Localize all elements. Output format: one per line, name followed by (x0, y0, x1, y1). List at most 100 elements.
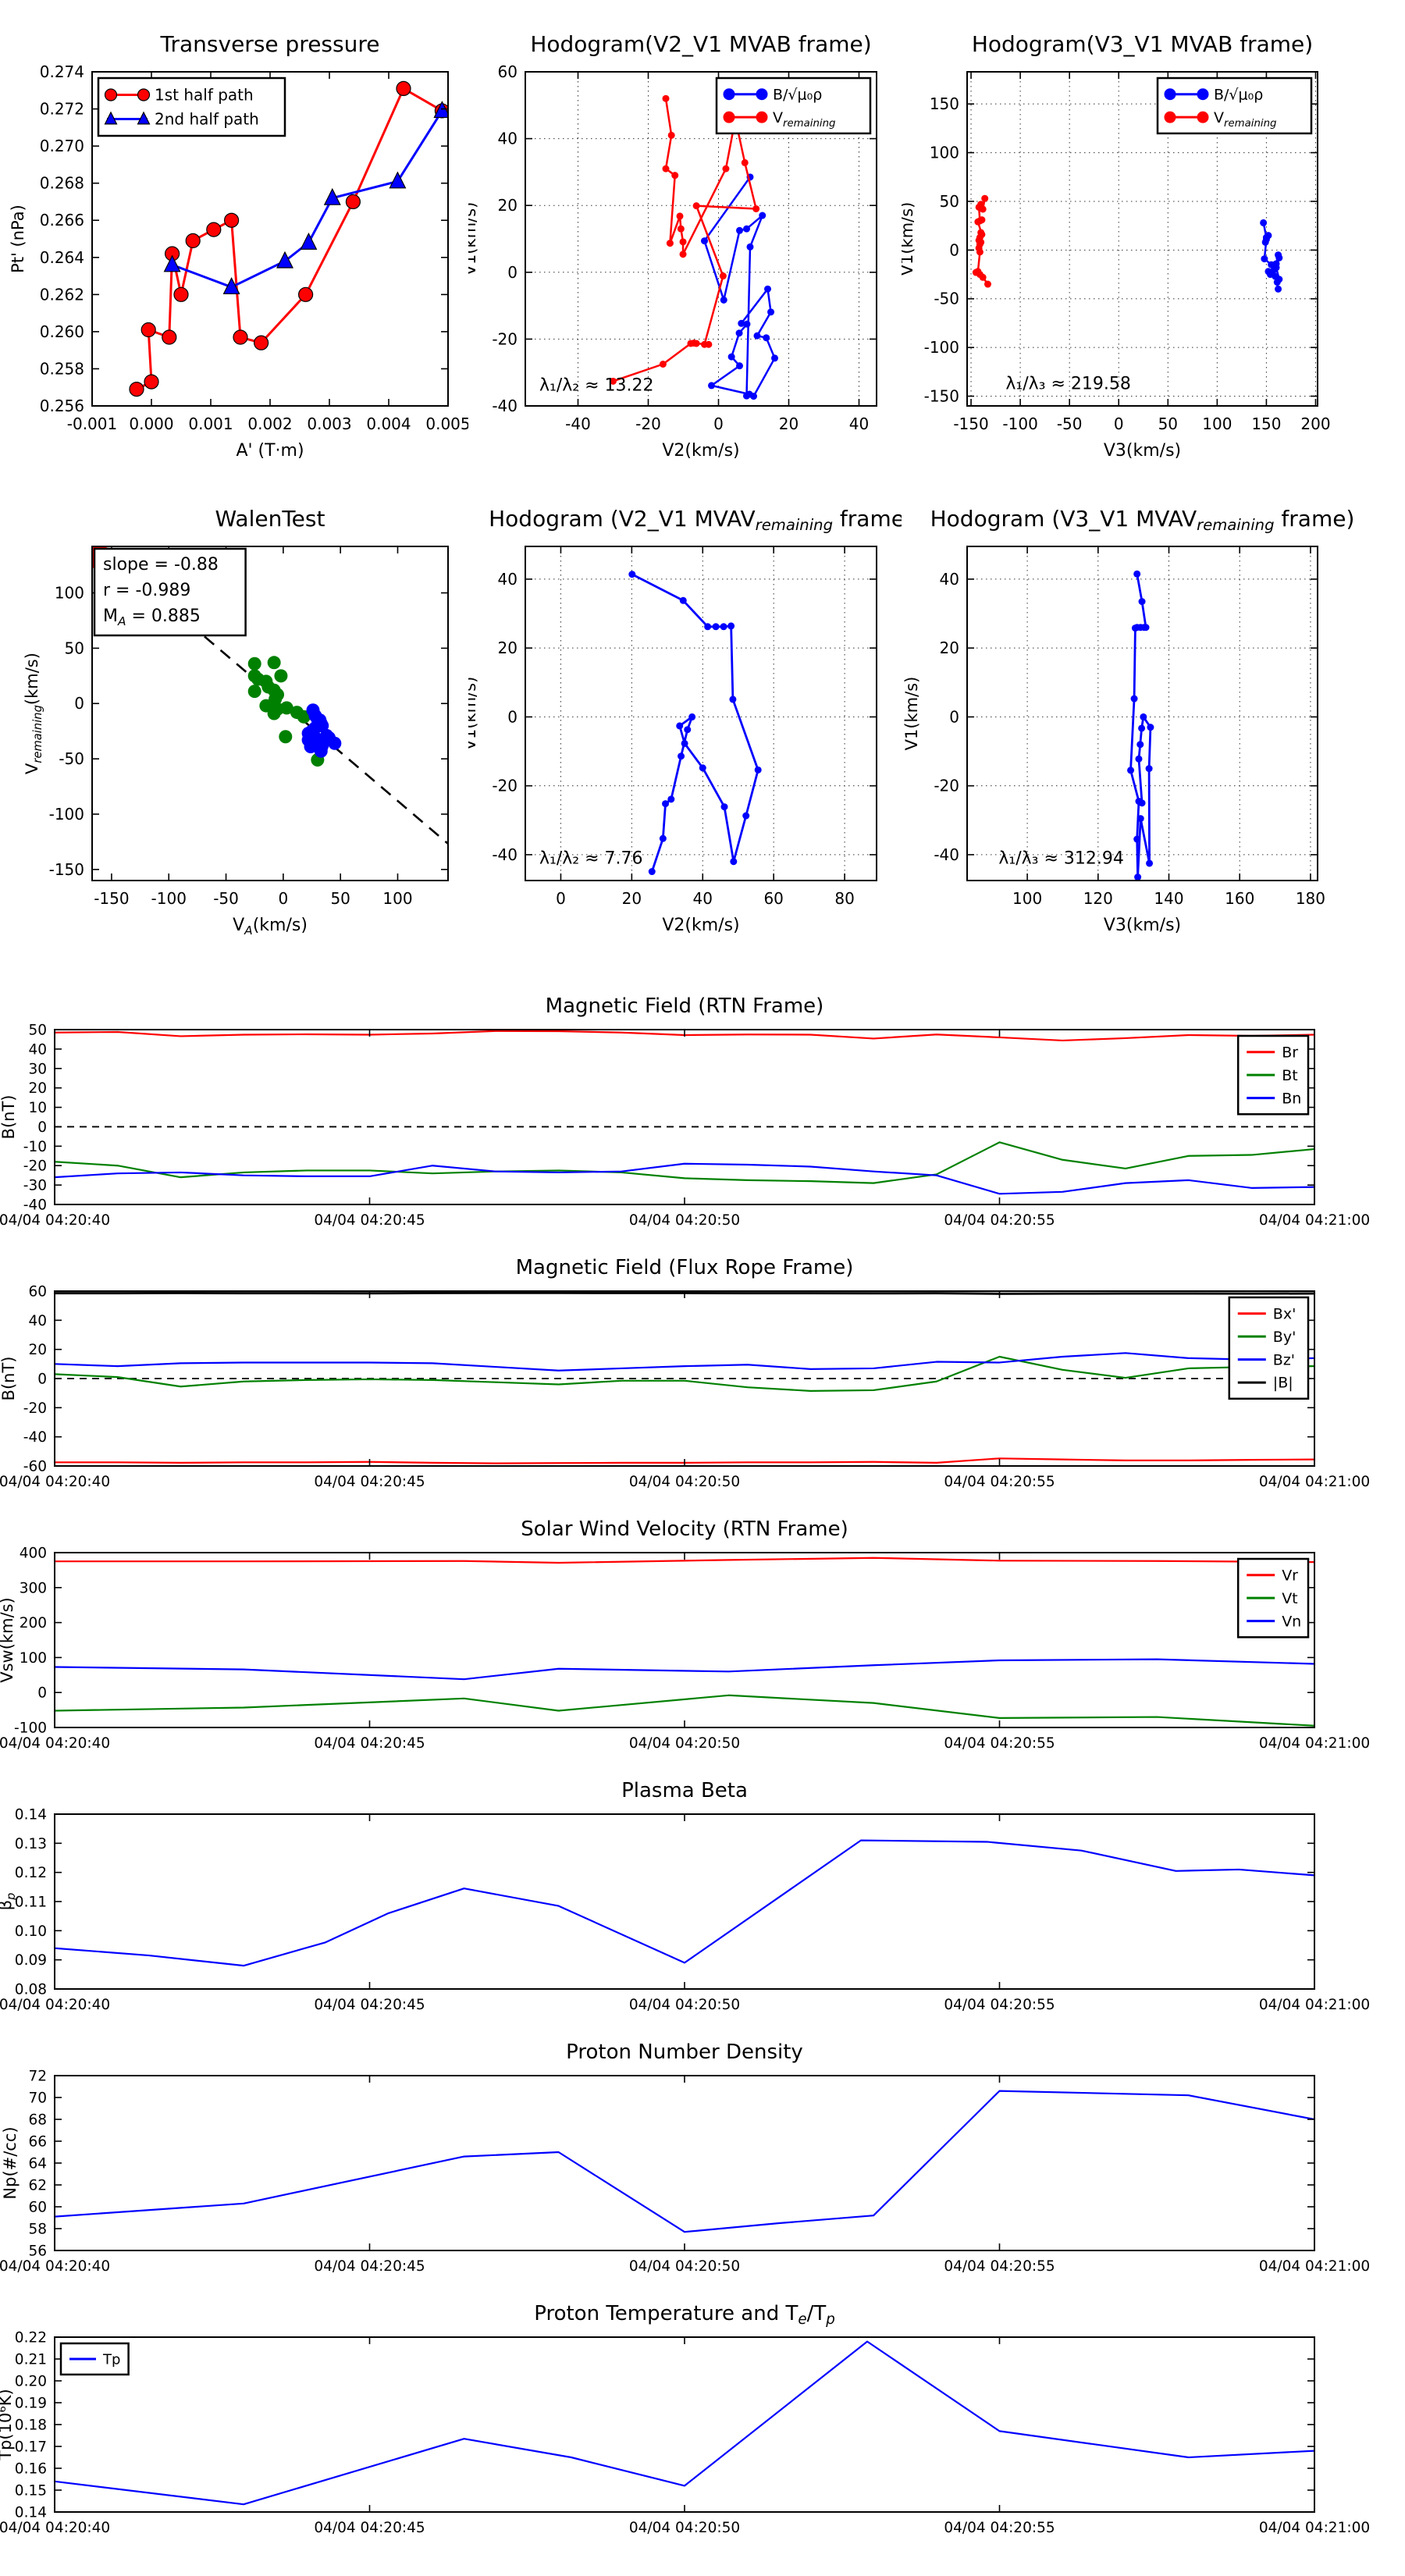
scatter-row-1: -0.001 0.000 0.001 0.002 0.003 0.004 0.005 0.25… (0, 9, 1405, 484)
svg-text:0.13: 0.13 (15, 1836, 47, 1852)
svg-text:-20: -20 (492, 777, 518, 795)
svg-text:λ₁/λ₃ ≈ 219.58: λ₁/λ₃ ≈ 219.58 (1005, 375, 1131, 394)
plot-walen-test: -150 -100 -50 0 50 100 -150 -100 -50 0 50 100 WalenT… (0, 484, 468, 959)
svg-text:0: 0 (74, 694, 84, 713)
svg-text:20: 20 (940, 639, 959, 657)
svg-text:50: 50 (330, 889, 350, 908)
svg-text:04/04 04:20:55: 04/04 04:20:55 (944, 1474, 1055, 1490)
svg-text:2nd half path: 2nd half path (155, 110, 259, 129)
svg-text:20: 20 (498, 196, 518, 215)
svg-text:Bz': Bz' (1273, 1351, 1295, 1368)
svg-text:04/04 04:20:45: 04/04 04:20:45 (314, 2258, 425, 2275)
scatter-row-2: -150 -100 -50 0 50 100 -150 -100 -50 0 50 100 WalenT… (0, 484, 1405, 959)
svg-text:-60: -60 (23, 1458, 47, 1475)
svg-text:0.16: 0.16 (15, 2460, 47, 2477)
svg-text:MA​ = 0.885: MA​ = 0.885 (103, 607, 201, 628)
svg-text:0.15: 0.15 (15, 2482, 47, 2499)
svg-text:0.001: 0.001 (188, 415, 233, 433)
svg-text:0.21: 0.21 (15, 2351, 47, 2368)
svg-text:0.003: 0.003 (307, 415, 351, 433)
svg-text:Pt' (nPa): Pt' (nPa) (9, 205, 27, 273)
svg-text:V3(km/s): V3(km/s) (1104, 441, 1181, 461)
svg-text:Vt: Vt (1282, 1590, 1297, 1607)
svg-text:VA​(km/s): VA​(km/s) (233, 916, 308, 938)
svg-text:Vr: Vr (1282, 1567, 1298, 1584)
svg-text:04/04 04:20:55: 04/04 04:20:55 (944, 1212, 1055, 1229)
svg-text:04/04 04:20:55: 04/04 04:20:55 (944, 2258, 1055, 2275)
svg-text:B/√μ₀ρ: B/√μ₀ρ (773, 86, 822, 103)
svg-text:0: 0 (713, 415, 724, 433)
svg-text:40: 40 (28, 1313, 47, 1329)
svg-text:Hodogram (V2_V1 MVAVremaining​: Hodogram (V2_V1 MVAVremaining​ frame) (489, 506, 902, 534)
svg-text:0: 0 (278, 889, 288, 908)
svg-text:0.260: 0.260 (40, 322, 84, 341)
svg-text:-150: -150 (94, 889, 129, 908)
svg-text:V1(km/s): V1(km/s) (468, 202, 479, 276)
svg-text:58: 58 (28, 2221, 47, 2237)
svg-text:-20: -20 (934, 777, 959, 795)
svg-text:λ₁/λ₂ ≈ 7.76: λ₁/λ₂ ≈ 7.76 (539, 849, 643, 869)
svg-text:0.266: 0.266 (40, 211, 84, 229)
plot-proton-density: 04/04 04:20:40 04/04 04:20:45 04/04 04:20:… (0, 2034, 1405, 2296)
svg-text:V2(km/s): V2(km/s) (662, 916, 739, 935)
plot-hodogram-v3v1-mvav: 100 120 140 160 180 -40 -20 0 20 40 Hodogram (V3_V… (902, 484, 1405, 959)
svg-text:0.270: 0.270 (40, 137, 84, 155)
svg-text:βp​: βp​ (0, 1893, 18, 1911)
svg-text:Plasma Beta: Plasma Beta (621, 1779, 748, 1802)
svg-text:Bt: Bt (1282, 1067, 1297, 1084)
svg-text:-150: -150 (49, 860, 84, 879)
svg-text:Magnetic Field (Flux Rope Fram: Magnetic Field (Flux Rope Frame) (516, 1256, 854, 1279)
svg-text:0.002: 0.002 (247, 415, 292, 433)
svg-text:0.09: 0.09 (15, 1952, 47, 1969)
svg-text:20: 20 (498, 639, 518, 657)
svg-text:-50: -50 (213, 889, 239, 908)
svg-text:40: 40 (693, 889, 713, 908)
svg-text:100: 100 (20, 1650, 47, 1667)
svg-text:0.08: 0.08 (15, 1981, 47, 1998)
svg-text:-40: -40 (934, 845, 959, 864)
svg-text:0: 0 (37, 1685, 47, 1702)
svg-text:62: 62 (28, 2177, 47, 2194)
svg-text:04/04 04:21:00: 04/04 04:21:00 (1259, 2520, 1370, 2536)
svg-text:04/04 04:20:40: 04/04 04:20:40 (0, 1735, 110, 1752)
svg-text:Tp(10⁶K): Tp(10⁶K) (0, 2389, 15, 2460)
svg-text:20: 20 (622, 889, 642, 908)
svg-text:0.256: 0.256 (40, 397, 84, 415)
svg-text:-50: -50 (59, 749, 84, 768)
svg-text:B(nT): B(nT) (0, 1095, 18, 1140)
svg-text:0.18: 0.18 (15, 2417, 47, 2433)
svg-text:Bn: Bn (1282, 1090, 1301, 1107)
svg-text:-10: -10 (23, 1139, 47, 1155)
svg-text:Magnetic Field (RTN Frame): Magnetic Field (RTN Frame) (546, 994, 824, 1018)
svg-text:04/04 04:20:50: 04/04 04:20:50 (629, 1997, 740, 2013)
svg-text:80: 80 (834, 889, 854, 908)
svg-text:1st half path: 1st half path (155, 86, 254, 105)
svg-text:50: 50 (1158, 415, 1178, 433)
svg-text:100: 100 (382, 889, 412, 908)
svg-text:04/04 04:20:50: 04/04 04:20:50 (629, 2520, 740, 2536)
svg-text:-20: -20 (635, 415, 661, 433)
svg-text:0: 0 (1114, 415, 1124, 433)
plot-hodogram-v2v1-mvav: 0 20 40 60 80 -40 -20 0 20 40 Hodogram (V2_V1 MVAV… (468, 484, 902, 959)
svg-text:60: 60 (28, 1283, 47, 1300)
svg-text:-100: -100 (1002, 415, 1037, 433)
svg-text:Hodogram(V3_V1 MVAB frame): Hodogram(V3_V1 MVAB frame) (972, 31, 1313, 57)
plot-magnetic-field-rtn: 04/04 04:20:40 04/04 04:20:45 04/04 04:20:… (0, 988, 1405, 1250)
svg-text:04/04 04:20:40: 04/04 04:20:40 (0, 1212, 110, 1229)
svg-text:40: 40 (498, 570, 518, 589)
plot-hodogram-v3v1-mvab: -150 -100 -50 0 50 100 150 200 -150 -100 -50 0 50 100… (902, 9, 1405, 484)
svg-text:0.19: 0.19 (15, 2395, 47, 2411)
svg-text:100: 100 (55, 584, 84, 603)
svg-text:-40: -40 (492, 845, 518, 864)
svg-text:04/04 04:20:50: 04/04 04:20:50 (629, 1735, 740, 1752)
svg-text:0.268: 0.268 (40, 174, 84, 193)
svg-text:64: 64 (28, 2155, 47, 2172)
svg-text:20: 20 (28, 1342, 47, 1358)
svg-text:V3(km/s): V3(km/s) (1104, 916, 1181, 935)
svg-text:50: 50 (940, 192, 959, 211)
svg-text:0: 0 (37, 1119, 47, 1136)
svg-text:04/04 04:21:00: 04/04 04:21:00 (1259, 1212, 1370, 1229)
svg-text:200: 200 (20, 1615, 47, 1631)
svg-text:r = -0.989: r = -0.989 (103, 581, 190, 600)
svg-text:Br: Br (1282, 1044, 1298, 1061)
